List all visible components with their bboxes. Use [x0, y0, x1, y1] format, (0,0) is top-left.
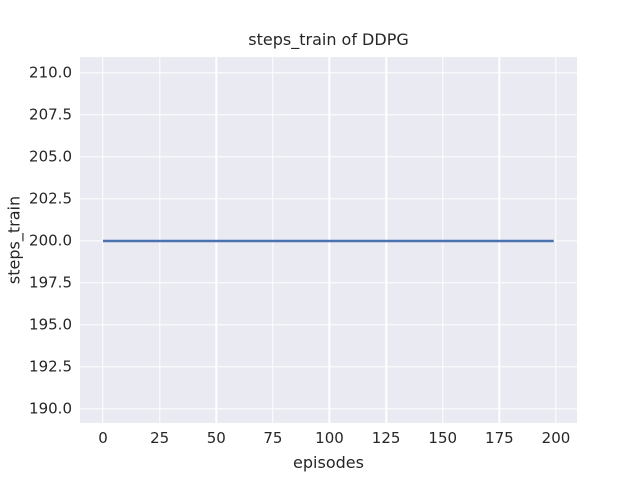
gridline-x	[555, 57, 557, 423]
x-tick-label: 100	[315, 429, 344, 447]
gridline-y	[80, 282, 577, 284]
y-tick-label: 207.5	[29, 105, 72, 124]
gridline-y	[80, 198, 577, 200]
chart-title: steps_train of DDPG	[248, 30, 409, 49]
x-tick-label: 150	[428, 429, 458, 447]
x-tick-label: 50	[206, 429, 226, 447]
y-tick-label: 192.5	[29, 357, 72, 376]
x-tick-label: 175	[485, 429, 514, 447]
x-tick-label: 75	[263, 429, 283, 447]
x-tick-label: 25	[150, 429, 170, 447]
gridline-y	[80, 366, 577, 368]
x-tick-label: 200	[541, 429, 571, 447]
gridline-y	[80, 324, 577, 326]
gridline-y	[80, 114, 577, 116]
x-tick-label: 0	[98, 429, 108, 447]
x-axis-label: episodes	[293, 453, 364, 472]
line-series-canvas	[80, 57, 577, 423]
y-tick-label: 205.0	[29, 147, 72, 166]
x-tick-label: 125	[371, 429, 401, 447]
y-tick-label: 190.0	[29, 399, 72, 418]
y-axis-label: steps_train	[4, 195, 24, 285]
gridline-y	[80, 72, 577, 74]
y-tick-label: 195.0	[29, 315, 72, 334]
gridline-y	[80, 408, 577, 410]
gridline-x	[102, 57, 104, 423]
plot-area	[80, 57, 577, 423]
y-tick-label: 210.0	[29, 63, 72, 82]
gridline-y	[80, 156, 577, 158]
